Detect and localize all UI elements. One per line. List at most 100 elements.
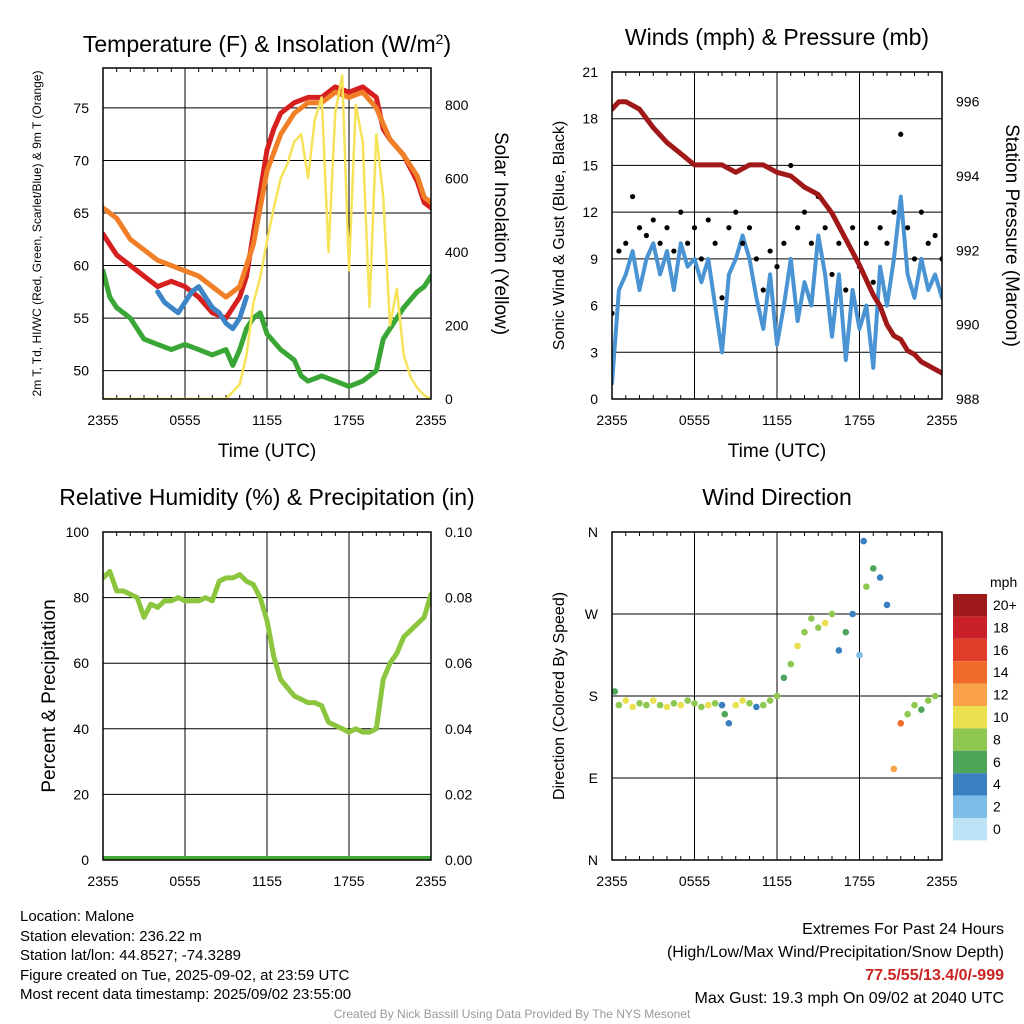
panel-wind-direction: Wind Direction 2355 0555 1155 1755 2355 N E S W N D… [551, 484, 1017, 889]
x-tick-label: 0555 [679, 412, 710, 428]
gust-point [795, 225, 801, 231]
direction-point [808, 615, 815, 622]
y-tick-label: 55 [73, 310, 89, 326]
colorbar-swatch [953, 750, 987, 774]
x-tick-label: 2355 [596, 873, 627, 889]
direction-point [663, 703, 671, 711]
y-tick-label: 65 [73, 205, 89, 221]
direction-point [718, 701, 726, 709]
gust-point [877, 225, 883, 231]
chart-title: Wind Direction [702, 484, 852, 510]
gust-point [616, 248, 622, 254]
y-tick-label: 6 [590, 298, 598, 314]
direction-point [622, 697, 630, 704]
direction-point [732, 701, 740, 709]
gust-point [753, 256, 759, 262]
series-solar-insolation [103, 74, 431, 399]
y-tick-label: 60 [73, 655, 89, 671]
direction-point [636, 699, 643, 707]
colorbar-tick-label: 14 [993, 664, 1009, 680]
most-recent-timestamp: Most recent data timestamp: 2025/09/02 2… [20, 986, 352, 1003]
direction-point [780, 674, 788, 682]
figure-created: Figure created on Tue, 2025-09-02, at 23… [20, 966, 350, 984]
colorbar-tick-label: 6 [993, 754, 1001, 770]
x-tick-label: 2355 [87, 412, 118, 428]
y-tick-label: N [588, 852, 598, 868]
gust-point [678, 209, 684, 215]
y-tick-label: 75 [73, 100, 89, 116]
direction-point [842, 628, 850, 636]
x-tick-label: 2355 [926, 412, 957, 428]
gust-point [932, 232, 938, 239]
direction-point [725, 720, 733, 727]
extremes-title: Extremes For Past 24 Hours [802, 921, 1004, 938]
direction-point [721, 710, 729, 718]
panel-temperature: Temperature (F) & Insolation (W/m2) 2355 0… [30, 31, 511, 462]
gust-point [918, 209, 924, 215]
y-axis-label: 2m T, Td, HI/WC (Red, Green, Scarlet/Blu… [30, 71, 44, 397]
gust-point [870, 279, 876, 285]
direction-point [670, 699, 678, 707]
colorbar-swatch [953, 638, 987, 662]
y-tick-label: 3 [590, 344, 598, 360]
gust-point [884, 240, 890, 246]
colorbar-swatch [953, 616, 987, 639]
y2-tick-label: 0.02 [445, 786, 472, 802]
series-relative-humidity [103, 568, 431, 735]
direction-point [801, 628, 808, 636]
y2-axis-label: Station Pressure (Maroon) [1001, 124, 1022, 347]
plot-area [103, 568, 431, 860]
y-axis-label: Sonic Wind & Gust (Blue, Black) [551, 121, 568, 350]
y-tick-label: 60 [73, 258, 89, 274]
panel-humidity: Relative Humidity (%) & Precipitation (i… [39, 484, 475, 889]
colorbar-swatch [953, 706, 987, 729]
y2-tick-label: 0.04 [445, 721, 472, 737]
y2-tick-label: 0.00 [445, 852, 472, 868]
plot-frame [611, 531, 943, 861]
direction-point [629, 703, 636, 711]
y2-tick-label: 600 [445, 170, 469, 186]
direction-point [684, 697, 691, 704]
max-gust: Max Gust: 19.3 mph On 09/02 at 2040 UTC [694, 990, 1005, 1007]
colorbar-swatch [953, 683, 987, 706]
gust-point [905, 225, 911, 231]
gust-point [822, 225, 828, 231]
x-tick-label: 0555 [679, 873, 710, 889]
direction-point [890, 765, 898, 773]
x-tick-label: 1155 [762, 412, 792, 428]
colorbar-tick-label: 16 [993, 642, 1009, 658]
colorbar-tick-label: 0 [993, 821, 1001, 837]
colorbar-tick-label: 8 [993, 731, 1001, 747]
chart-title: Winds (mph) & Pressure (mb) [625, 24, 929, 50]
y2-tick-label: 400 [445, 244, 469, 260]
gust-point [911, 256, 918, 262]
x-tick-label: 2355 [415, 873, 446, 889]
direction-point [656, 701, 664, 709]
x-tick-label: 0555 [169, 873, 200, 889]
x-tick-label: 0555 [169, 412, 200, 428]
gust-point [843, 287, 849, 293]
y2-tick-label: 996 [956, 94, 980, 110]
direction-point [911, 701, 918, 709]
x-tick-label: 2355 [926, 873, 957, 889]
gust-point [774, 264, 780, 270]
y2-tick-label: 0.10 [445, 524, 472, 540]
direction-point [698, 703, 705, 711]
direction-point [677, 701, 685, 709]
gust-point [623, 240, 629, 246]
gust-point [671, 248, 677, 254]
colorbar-swatch [953, 728, 987, 751]
gust-point [925, 240, 931, 246]
y2-tick-label: 990 [956, 317, 980, 333]
panel-winds: Winds (mph) & Pressure (mb) 2355 0555 1155 1… [551, 24, 1022, 462]
direction-point [753, 703, 760, 711]
direction-point [766, 697, 774, 704]
direction-point [849, 610, 856, 618]
series-9m-t [103, 89, 431, 300]
direction-point [918, 706, 925, 713]
gust-point [740, 240, 746, 246]
direction-point [876, 574, 884, 581]
y-tick-label: 18 [582, 111, 598, 127]
series-gust [612, 131, 942, 316]
y-tick-label: N [588, 524, 598, 540]
